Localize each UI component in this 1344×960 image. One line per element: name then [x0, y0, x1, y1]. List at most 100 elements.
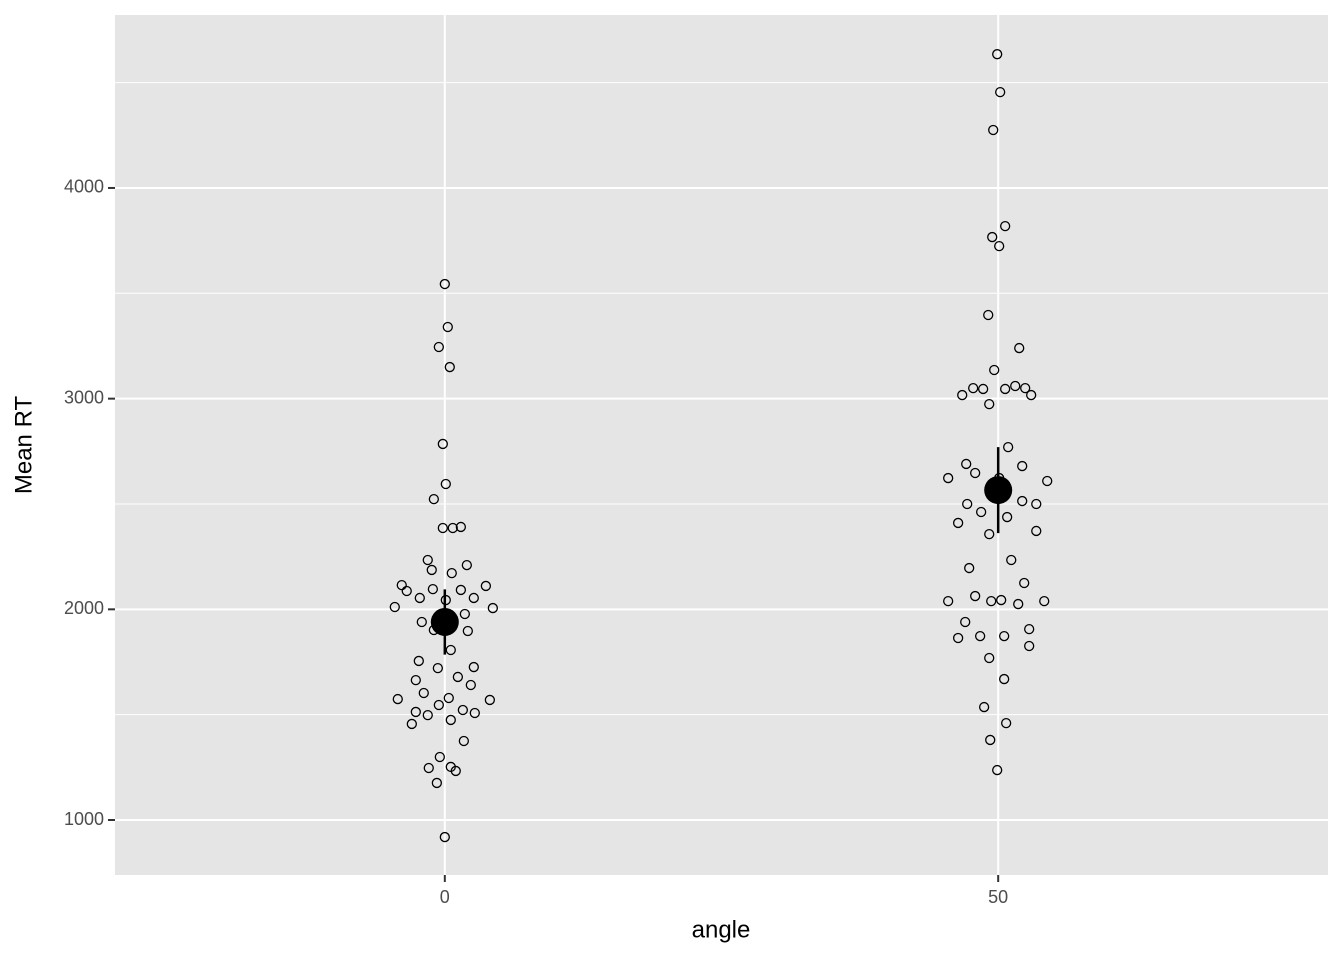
data-point	[984, 528, 995, 540]
data-point	[432, 662, 443, 674]
data-point	[426, 564, 437, 576]
data-point	[995, 86, 1006, 98]
data-point	[484, 694, 496, 706]
data-point	[452, 671, 464, 683]
data-point	[978, 701, 990, 713]
data-point	[943, 472, 954, 484]
data-point	[1002, 441, 1014, 453]
data-point	[989, 364, 1000, 376]
data-point	[999, 630, 1010, 642]
data-point	[459, 608, 470, 620]
data-point	[999, 673, 1010, 685]
data-point	[444, 361, 455, 373]
data-point	[423, 762, 434, 774]
data-point	[440, 478, 451, 490]
x-tick-label: 0	[440, 887, 450, 907]
data-point	[1042, 475, 1053, 487]
data-point	[994, 240, 1005, 252]
data-point	[960, 616, 971, 628]
data-point	[1024, 623, 1035, 635]
data-point	[450, 765, 461, 777]
data-point	[1024, 640, 1035, 652]
data-point	[992, 764, 1003, 776]
data-point	[447, 522, 458, 534]
data-point	[442, 321, 453, 333]
y-tick-label: 3000	[64, 387, 104, 407]
data-point	[974, 630, 986, 642]
data-point	[986, 595, 997, 607]
data-point	[427, 583, 439, 595]
y-tick-label: 2000	[64, 598, 104, 618]
data-point	[952, 517, 964, 529]
data-point	[1014, 342, 1025, 354]
data-point	[1010, 380, 1021, 392]
data-point	[1039, 595, 1050, 607]
data-point	[975, 506, 987, 518]
y-tick-label: 4000	[64, 177, 104, 197]
x-axis-title: angle	[692, 916, 751, 943]
y-tick-label: 1000	[64, 809, 104, 829]
data-point	[434, 751, 445, 763]
data-point	[985, 734, 996, 746]
data-point	[987, 231, 998, 243]
data-point	[389, 601, 400, 613]
mean-point	[430, 607, 459, 636]
data-point	[457, 704, 469, 716]
data-point	[455, 521, 467, 533]
data-point	[396, 579, 407, 591]
data-point	[988, 124, 999, 136]
data-point	[437, 522, 448, 534]
data-point	[468, 592, 479, 604]
y-axis-title: Mean RT	[10, 396, 37, 495]
data-point	[418, 687, 429, 699]
data-point	[961, 458, 972, 470]
data-point	[465, 679, 476, 691]
mean-point	[984, 476, 1013, 505]
data-point	[461, 559, 472, 571]
data-point	[970, 467, 981, 479]
data-point	[983, 309, 994, 321]
data-point	[422, 709, 433, 721]
data-point	[964, 562, 975, 574]
data-point	[1017, 460, 1028, 472]
data-point	[1019, 577, 1030, 589]
data-point	[437, 438, 448, 450]
data-point	[1002, 511, 1013, 523]
data-point	[392, 693, 403, 705]
data-point	[996, 594, 1007, 606]
data-point	[433, 341, 444, 353]
data-point	[422, 554, 433, 566]
data-point	[1013, 598, 1024, 610]
data-point	[957, 389, 968, 401]
data-point	[446, 567, 457, 579]
data-point	[992, 49, 1003, 60]
data-point	[1001, 717, 1012, 729]
data-point	[445, 714, 456, 726]
data-point	[439, 831, 450, 843]
data-point	[406, 718, 417, 730]
data-point	[416, 616, 427, 628]
data-point	[1020, 382, 1031, 394]
data-point	[401, 585, 412, 597]
data-point	[968, 382, 979, 394]
data-point	[445, 644, 456, 656]
data-point	[984, 398, 995, 410]
data-point	[414, 592, 425, 604]
data-point	[984, 652, 995, 664]
data-point	[952, 632, 964, 644]
data-point	[970, 590, 981, 602]
data-point	[468, 661, 479, 673]
data-point	[943, 595, 954, 607]
data-point	[439, 278, 450, 290]
data-point	[1026, 389, 1037, 401]
plot-panel	[115, 15, 1328, 875]
data-point	[480, 580, 492, 592]
data-point	[487, 602, 498, 614]
data-point	[1031, 498, 1042, 510]
x-tick-label: 50	[988, 887, 1008, 907]
data-point	[428, 493, 440, 505]
data-point	[410, 706, 421, 718]
data-point	[410, 674, 421, 686]
